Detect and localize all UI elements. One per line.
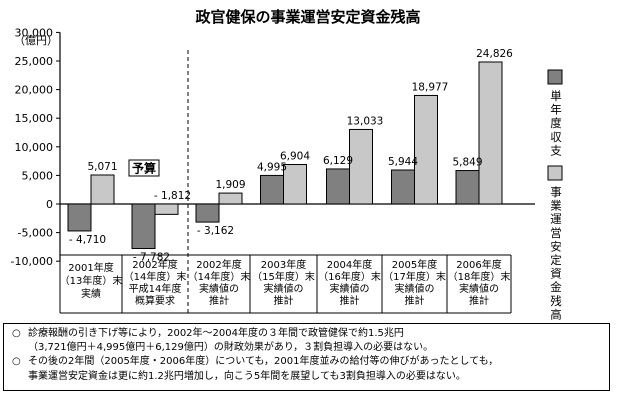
note-line: （3,721億円＋4,995億円＋6,129億円）の財政効果があり，３割負担導入… [12, 341, 603, 355]
y-tick-label: 0 [46, 198, 53, 211]
category-label: 2002年度 [132, 258, 177, 271]
note-line: 事業運営安定資金は更に約1.2兆円増加し，向こう5年間を展望しても3割負担導入の… [12, 370, 603, 384]
bar-annual-balance [391, 169, 415, 205]
data-label: 4,995 [257, 161, 287, 173]
data-label: - 1,812 [154, 190, 191, 202]
bar-stabilization-fund [349, 128, 373, 205]
bars [67, 61, 503, 250]
category-label: 推計 [469, 294, 489, 307]
category-label: （17年度）末 [383, 270, 446, 283]
y-tick-label: 15,000 [15, 112, 54, 125]
note-line: ○ その後の2年間（2005年度・2006年度）についても，2001年度並みの給付… [12, 355, 603, 369]
notes-box: ○ 診療報酬の引き下げ等により，2002年～2004年度の３年間で政管健保で約1.… [3, 323, 610, 391]
category-label: 2004年度 [327, 258, 372, 271]
bar-stabilization-fund [218, 192, 243, 205]
bar-stabilization-fund [90, 174, 115, 205]
category-label: 実績 [81, 287, 101, 300]
category-label: （16年度）末 [318, 270, 381, 283]
y-tick-label: 20,000 [15, 84, 54, 97]
bar-annual-balance [195, 203, 220, 223]
category-label: 推計 [209, 294, 229, 307]
data-label: 18,977 [412, 81, 449, 93]
y-tick-label: 10,000 [15, 141, 54, 154]
bar-annual-balance [326, 168, 350, 205]
bar-stabilization-fund [154, 203, 179, 215]
category-label: 推計 [274, 294, 294, 307]
category-label: 推計 [340, 294, 360, 307]
legend-swatch [547, 165, 563, 181]
category-label: 実績値の [459, 282, 499, 295]
category-label: 2006年度 [456, 258, 501, 271]
bar-stabilization-fund [478, 61, 503, 205]
data-label: 13,033 [347, 115, 384, 127]
data-label: 5,071 [87, 161, 117, 173]
note-text: （3,721億円＋4,995億円＋6,129億円）の財政効果があり，３割負担導入… [28, 342, 434, 354]
bar-stabilization-fund [414, 94, 438, 205]
data-label: 1,909 [215, 179, 245, 191]
data-label: 24,826 [476, 48, 513, 60]
budget-annotation-text: 予算 [132, 161, 156, 176]
legend-label: 事業運営安定資金残高 [550, 185, 562, 320]
data-label: - 3,162 [197, 225, 234, 237]
y-tick-label: -5,000 [18, 227, 53, 240]
bar-stabilization-fund [283, 164, 307, 205]
category-label: 実績値の [395, 282, 435, 295]
category-label: （13年度）末 [60, 274, 123, 287]
note-bullet: ○ [12, 328, 21, 339]
category-label: 実績値の [330, 282, 370, 295]
data-label: 6,129 [323, 155, 353, 167]
category-label: 2002年度 [196, 258, 241, 271]
chart-title: 政官健保の事業運営安定資金残高 [195, 8, 420, 26]
bar-annual-balance [131, 203, 156, 250]
chart: 政官健保の事業運営安定資金残高 （億円） 30,000 25,000 20,000 1… [11, 8, 563, 320]
category-label: 2003年度 [261, 258, 306, 271]
data-label: 6,904 [280, 151, 310, 163]
category-label: 実績値の [264, 282, 304, 295]
legend-label: 単年度収支 [550, 89, 562, 157]
budget-annotation-box [128, 159, 160, 177]
category-label: 実績値の [199, 282, 239, 295]
legend-swatch [547, 69, 563, 85]
category-label: （14年度）末 [124, 270, 187, 283]
y-tick-label: 5,000 [22, 169, 54, 182]
category-label: 概算要求 [135, 294, 175, 307]
data-label: 5,944 [388, 156, 418, 168]
note-text: 診療報酬の引き下げ等により，2002年～2004年度の３年間で政管健保で約1.5… [28, 328, 404, 339]
note-line: ○ 診療報酬の引き下げ等により，2002年～2004年度の３年間で政管健保で約1.… [12, 327, 603, 341]
category-labels: 2001年度（13年度）末実績2002年度（14年度）末平成14年度概算要求20… [60, 258, 511, 307]
category-label: 2001年度 [68, 261, 113, 274]
y-axis: 30,000 25,000 20,000 15,000 10,000 5,000 0 -5,0… [11, 26, 61, 268]
data-labels: - 4,710 5,071 - 7,782 - 1,812 - 3,162 1,909 4,… [69, 48, 513, 264]
note-bullet [12, 370, 28, 384]
bar-annual-balance [67, 203, 92, 232]
bar-annual-balance [260, 174, 284, 205]
y-tick-label: 30,000 [15, 26, 54, 39]
y-axis-unit: （億円） [14, 34, 58, 47]
note-bullet [12, 341, 28, 355]
data-label: - 4,710 [69, 234, 106, 246]
category-label: 推計 [405, 294, 425, 307]
bar-annual-balance [455, 170, 480, 205]
category-label: （15年度）末 [252, 270, 315, 283]
data-label: 5,849 [452, 157, 482, 169]
y-tick-label: -10,000 [11, 255, 53, 268]
note-bullet: ○ [12, 356, 21, 368]
category-label: （14年度）末 [188, 270, 251, 283]
note-text: 事業運営安定資金は更に約1.2兆円増加し，向こう5年間を展望しても3割負担導入の… [28, 370, 466, 382]
note-text: その後の2年間（2005年度・2006年度）についても，2001年度並みの給付等… [28, 356, 499, 368]
category-label: 2005年度 [392, 258, 437, 271]
y-tick-label: 25,000 [15, 55, 54, 68]
budget-annotation: 予算 [128, 159, 160, 177]
category-label: 平成14年度 [129, 282, 182, 295]
data-label: - 7,782 [133, 252, 170, 264]
category-label: （18年度）末 [448, 270, 511, 283]
